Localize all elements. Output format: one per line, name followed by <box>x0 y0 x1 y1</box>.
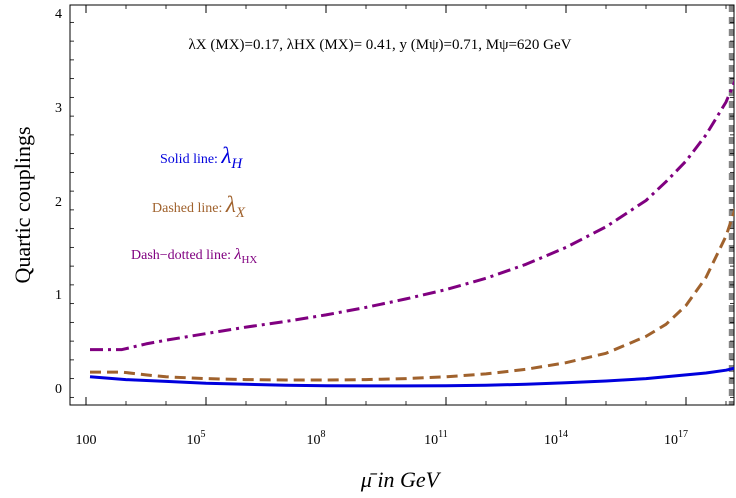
hatch-stripe <box>728 197 734 204</box>
hatch-stripe <box>728 137 734 144</box>
hatch-stripe <box>728 101 734 108</box>
hatch-stripe <box>728 353 734 360</box>
hatch-stripe <box>728 305 734 312</box>
plot-frame-border <box>69 4 735 406</box>
hatch-stripe <box>728 257 734 264</box>
y-tick-label: 3 <box>55 101 62 116</box>
hatch-stripe <box>728 29 734 36</box>
x-tick-label: 105 <box>187 429 206 448</box>
series-line-lambda-X <box>90 207 734 382</box>
hatch-stripe <box>728 65 734 72</box>
hatch-stripe <box>728 245 734 252</box>
axis-ticks <box>70 5 734 405</box>
x-tick-label: 1017 <box>664 429 688 448</box>
x-tick-label: 100 <box>76 433 97 448</box>
hatch-stripe <box>728 17 734 24</box>
hatch-stripe <box>728 317 734 324</box>
hatch-stripe <box>728 209 734 216</box>
hatch-stripe <box>728 173 734 180</box>
hatch-stripe <box>728 53 734 60</box>
y-tick-label: 0 <box>55 382 62 397</box>
excluded-region-hatch <box>728 5 734 405</box>
y-tick-label: 2 <box>55 195 62 210</box>
legend-note-lambda-x: Dashed line: λX <box>152 192 246 221</box>
hatch-stripe <box>728 269 734 276</box>
hatch-stripe <box>728 341 734 348</box>
x-axis-title: μ̄ in GeV <box>360 467 442 492</box>
hatch-stripe <box>728 161 734 168</box>
hatch-stripe <box>728 377 734 384</box>
hatch-stripe <box>728 389 734 396</box>
x-tick-label: 108 <box>307 429 326 448</box>
hatch-stripe <box>728 233 734 240</box>
hatch-stripe <box>728 293 734 300</box>
legend-note-lambda-hx: Dash−dotted line: λHX <box>131 246 257 266</box>
plot-frame <box>69 4 735 406</box>
hatch-stripe <box>728 77 734 84</box>
x-tick-label: 1014 <box>544 429 568 448</box>
y-tick-label: 1 <box>55 288 62 303</box>
hatch-stripe <box>728 149 734 156</box>
hatch-stripe <box>728 5 734 12</box>
x-tick-label: 1011 <box>424 429 448 448</box>
hatch-stripe <box>728 401 734 405</box>
series-line-lambda-H <box>89 366 734 388</box>
hatch-stripe <box>728 329 734 336</box>
series-lines <box>89 79 734 388</box>
hatch-stripe <box>728 185 734 192</box>
hatch-stripe <box>728 41 734 48</box>
series-line-lambda-HX <box>90 79 734 352</box>
hatch-stripe <box>728 125 734 132</box>
y-axis-title: Quartic couplings <box>10 126 35 283</box>
y-tick-label: 4 <box>55 7 62 22</box>
parameters-annotation: λX (MX)=0.17, λHX (MX)= 0.41, y (Mψ)=0.7… <box>189 37 572 53</box>
legend-note-lambda-h: Solid line: λH <box>160 143 243 172</box>
